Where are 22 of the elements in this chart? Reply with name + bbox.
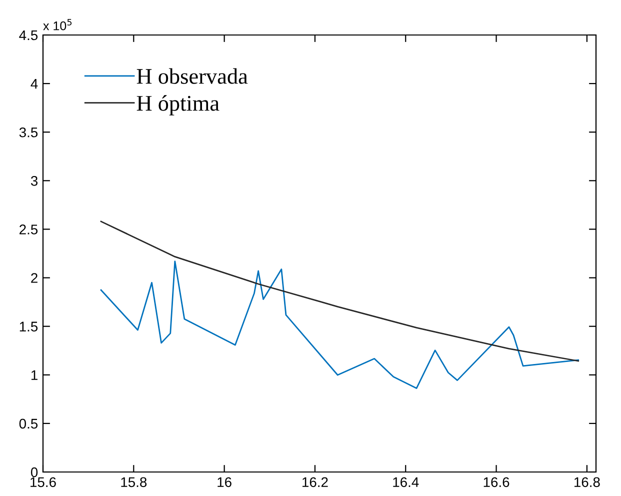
x-tick-label: 16.4 (393, 477, 419, 488)
y-tick-label: 4 (30, 79, 38, 89)
y-tick-label: 2.5 (20, 224, 38, 234)
x-tick-label: 15.6 (30, 477, 56, 488)
y-tick-label: 2 (31, 273, 38, 283)
legend-label: H óptima (136, 95, 220, 116)
text: x 10$^{5}$ (43, 18, 72, 30)
line-series (100, 260, 580, 389)
y-tick-label: 0 (30, 467, 38, 478)
y-tick-label: 3 (30, 176, 38, 186)
y-tick-label: 1 (31, 370, 38, 380)
y-tick-label: 1.5 (20, 322, 38, 332)
y-tick-label: 3.5 (19, 127, 38, 138)
x-tick-label: 16.6 (484, 477, 510, 488)
legend-label: H observada (136, 68, 248, 84)
y-tick-label: 4.5 (19, 30, 38, 40)
y-tick-label: 0.5 (19, 418, 38, 429)
x-tick-label: 16 (218, 477, 232, 488)
x-tick-label: 15.8 (121, 477, 147, 488)
x-tick-label: 16.2 (302, 477, 328, 488)
x-tick-label: 16.8 (574, 477, 600, 488)
line-series (100, 220, 580, 362)
